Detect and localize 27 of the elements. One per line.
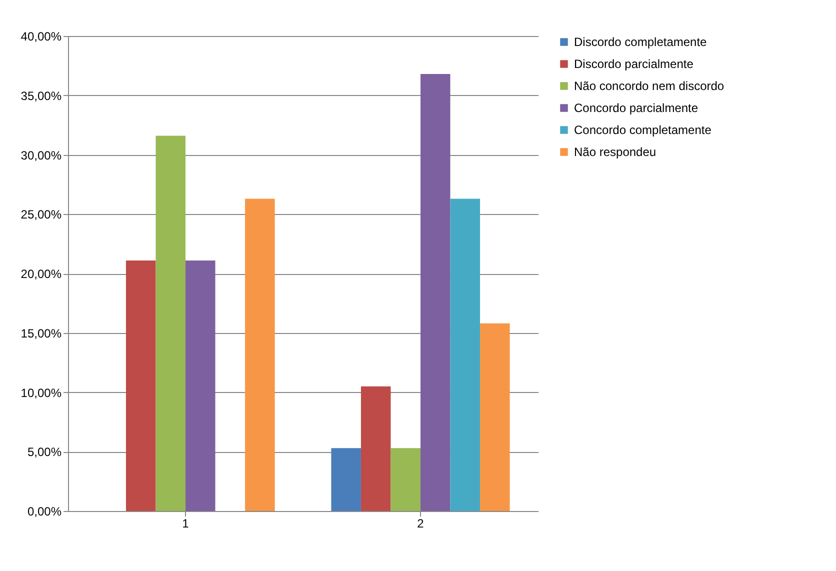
y-tick-label: 10,00% — [20, 386, 62, 400]
bar — [390, 448, 420, 511]
y-tick-label: 0,00% — [27, 504, 62, 518]
bar — [480, 323, 510, 511]
y-tick-label: 5,00% — [27, 445, 62, 460]
bar — [156, 136, 186, 511]
legend-label: Não concordo nem discordo — [574, 79, 724, 93]
bar — [126, 260, 156, 511]
bar — [420, 74, 450, 511]
y-tick-label: 30,00% — [20, 148, 62, 162]
y-tick-label: 35,00% — [20, 88, 62, 103]
legend-label: Discordo parcialmente — [574, 57, 694, 71]
y-tick-label: 20,00% — [20, 267, 62, 281]
bar — [360, 386, 391, 511]
legend-label: Não respondeu — [574, 145, 656, 159]
y-tick-label: 40,00% — [20, 30, 62, 44]
x-tick-label: 1 — [182, 516, 190, 530]
bar — [450, 198, 480, 511]
bar — [245, 198, 275, 511]
x-tick-label: 2 — [417, 516, 424, 530]
legend-label: Concordo completamente — [574, 123, 712, 137]
legend-label: Discordo completamente — [574, 35, 708, 49]
bar — [331, 448, 361, 511]
bar — [186, 260, 216, 511]
y-tick-label: 25,00% — [20, 208, 62, 222]
y-tick-label: 15,00% — [20, 326, 62, 340]
legend-label: Concordo parcialmente — [574, 101, 698, 115]
